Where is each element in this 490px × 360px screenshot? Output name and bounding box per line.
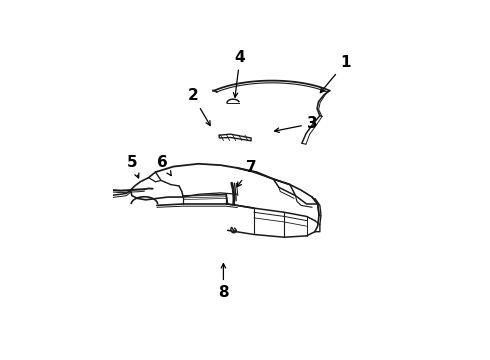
Text: 7: 7 xyxy=(237,161,256,187)
Text: 8: 8 xyxy=(218,264,229,300)
Text: 2: 2 xyxy=(188,88,210,126)
Text: 6: 6 xyxy=(157,155,171,176)
Text: 3: 3 xyxy=(274,116,318,132)
Text: 1: 1 xyxy=(320,55,351,93)
Text: 4: 4 xyxy=(233,50,245,97)
Text: 5: 5 xyxy=(126,155,139,178)
